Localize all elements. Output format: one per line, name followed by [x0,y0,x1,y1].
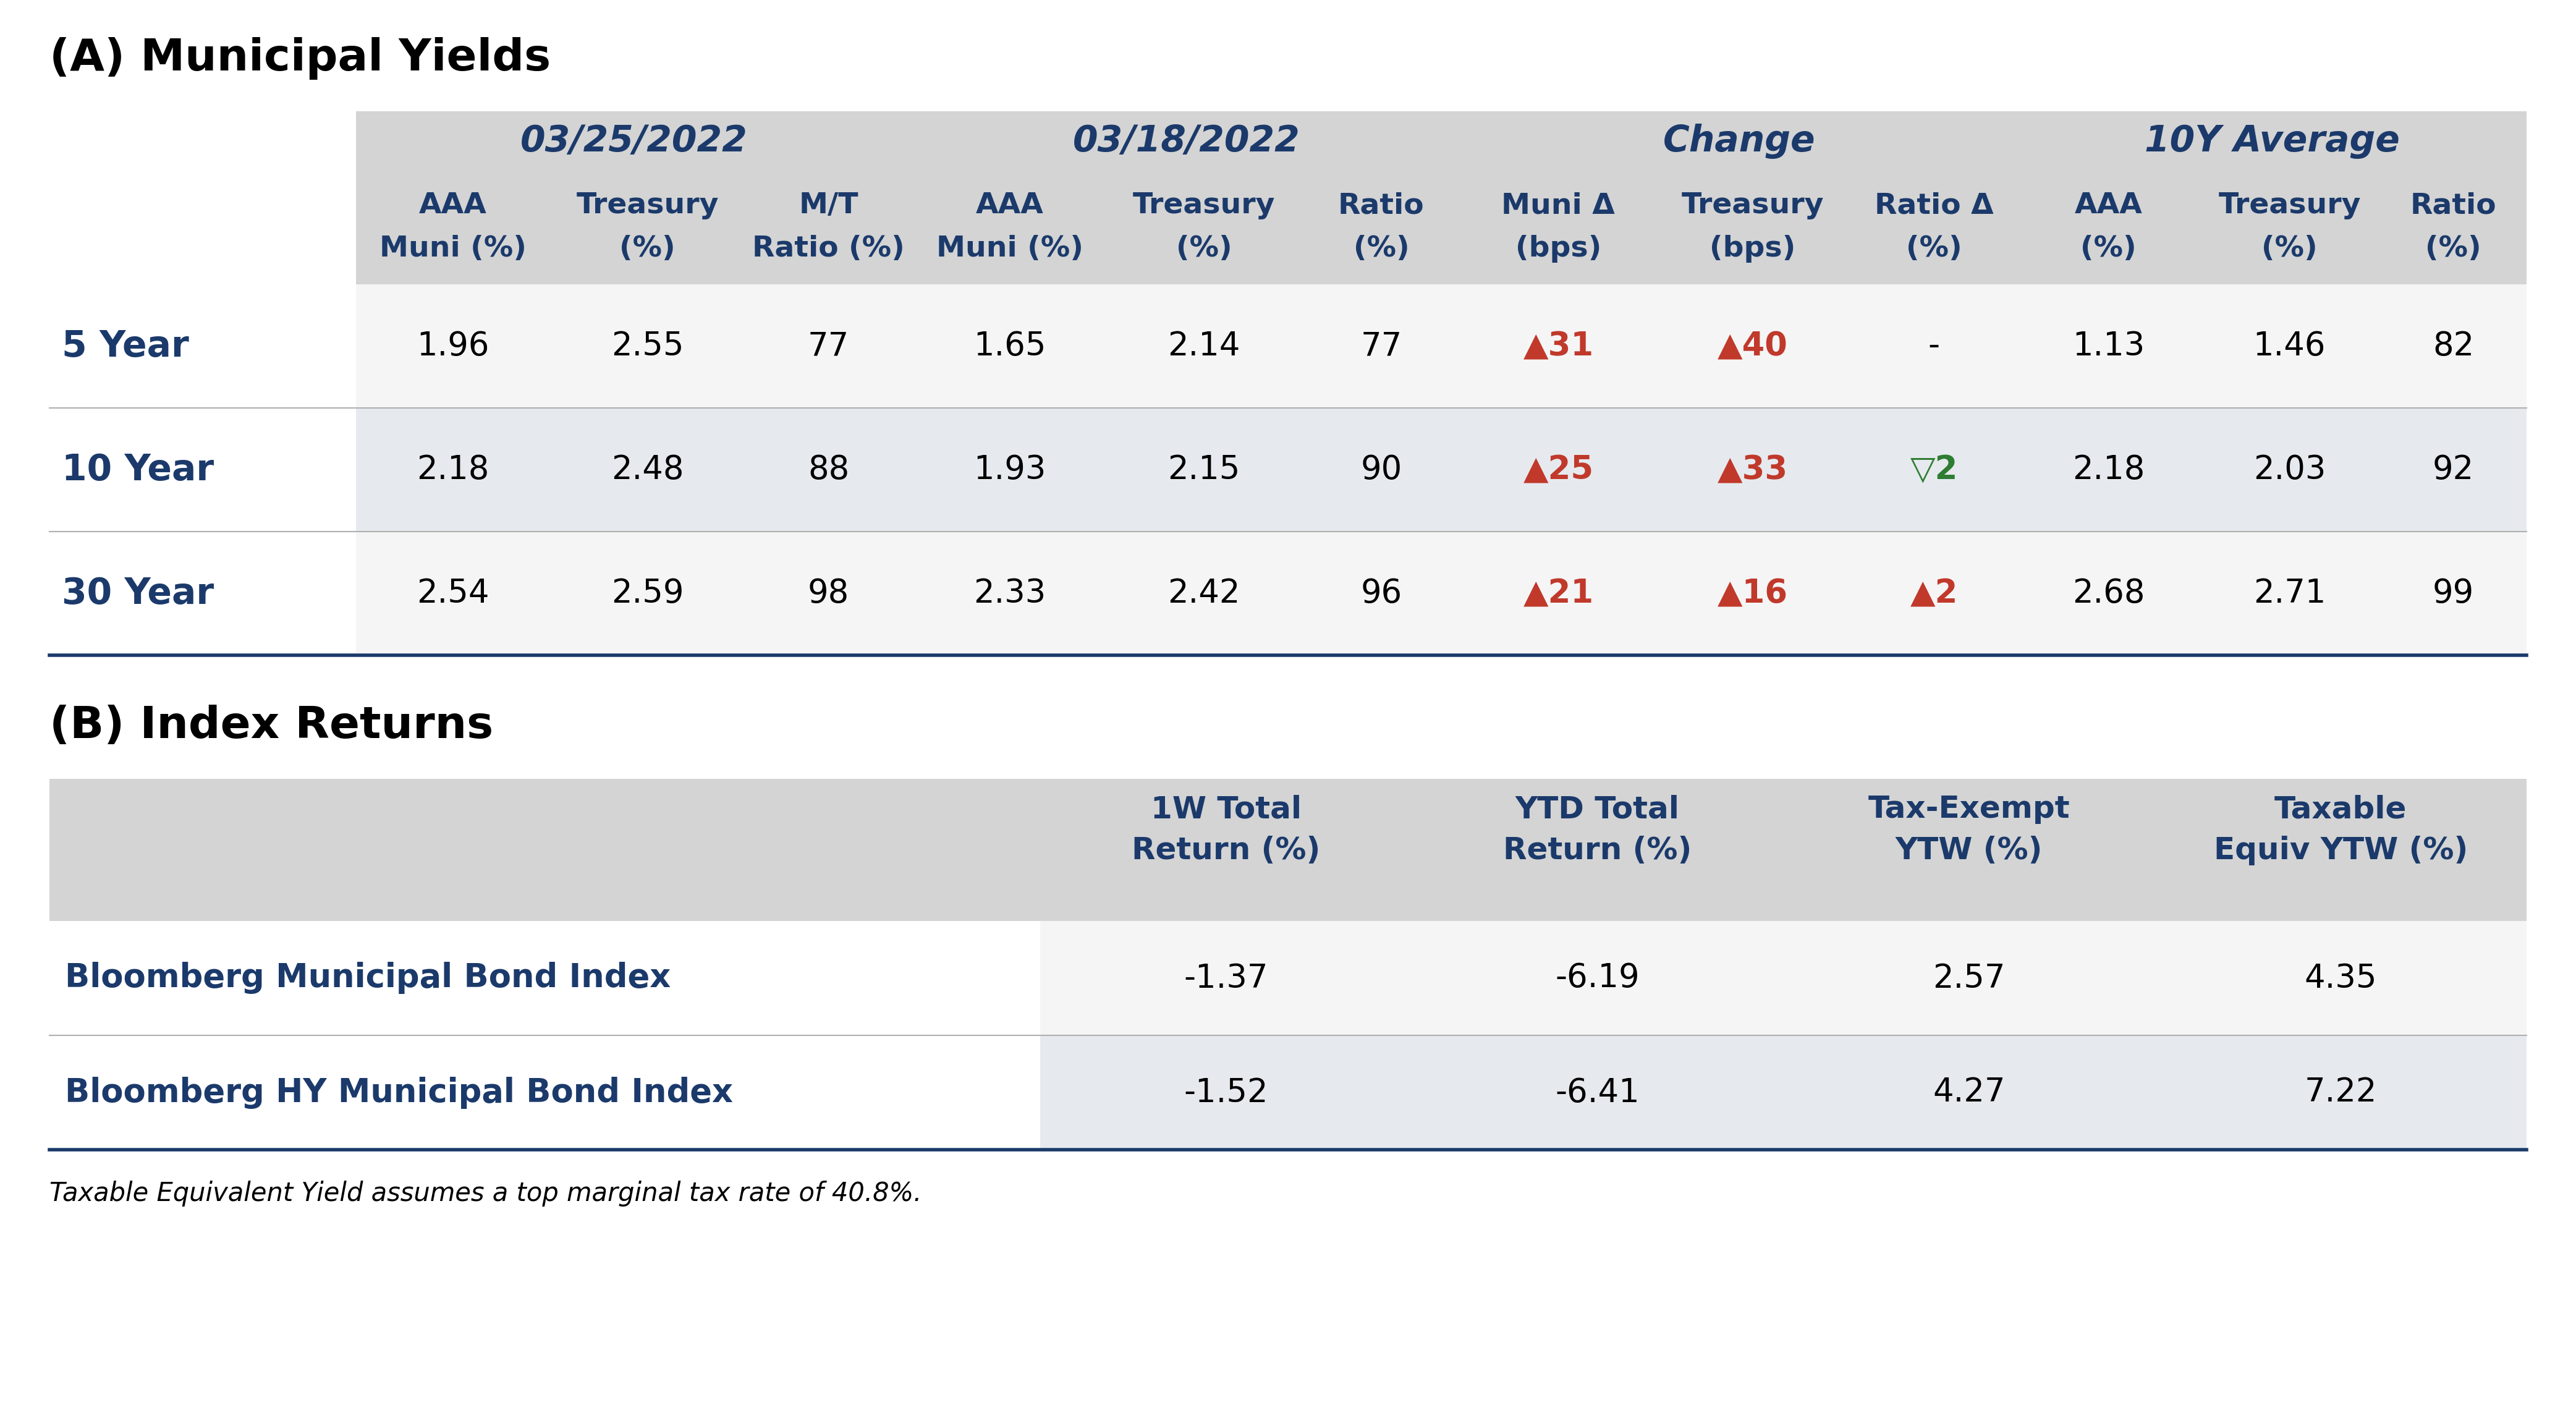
Text: ▲21: ▲21 [1522,578,1595,609]
Text: Muni Δ: Muni Δ [1502,191,1615,220]
Text: Tax-Exempt
YTW (%): Tax-Exempt YTW (%) [1868,794,2071,866]
Text: 10 Year: 10 Year [62,452,214,488]
Text: 2.14: 2.14 [1167,329,1242,362]
Text: 77: 77 [1360,329,1401,362]
Text: 2.18: 2.18 [2071,453,2146,486]
Text: Change: Change [1664,124,1816,158]
Text: 88: 88 [809,453,850,486]
Text: (%): (%) [2424,235,2481,262]
Text: 10Y Average: 10Y Average [2146,124,2401,158]
Text: 92: 92 [2432,453,2473,486]
Text: 30 Year: 30 Year [62,576,214,610]
Text: 4.35: 4.35 [2306,963,2378,994]
Text: (%): (%) [1906,235,1963,262]
Text: 5 Year: 5 Year [62,328,188,364]
Text: ▲16: ▲16 [1718,578,1788,609]
Text: (%): (%) [1352,235,1409,262]
Text: (A) Municipal Yields: (A) Municipal Yields [49,37,551,80]
Text: AAA: AAA [420,191,487,220]
Text: 03/18/2022: 03/18/2022 [1074,124,1301,158]
Text: AAA: AAA [2074,191,2143,220]
Text: 2.71: 2.71 [2254,578,2326,609]
Text: Muni (%): Muni (%) [379,235,526,262]
Text: Treasury: Treasury [1682,191,1824,220]
Text: 1.13: 1.13 [2071,329,2146,362]
Text: Treasury: Treasury [577,191,719,220]
Text: 1W Total
Return (%): 1W Total Return (%) [1131,794,1321,866]
Text: (%): (%) [1177,235,1231,262]
Text: (%): (%) [618,235,675,262]
Text: Taxable
Equiv YTW (%): Taxable Equiv YTW (%) [2213,794,2468,866]
Text: -6.19: -6.19 [1556,963,1641,994]
Text: 1.93: 1.93 [974,453,1046,486]
Text: 2.33: 2.33 [974,578,1046,609]
Text: 2.48: 2.48 [611,453,683,486]
Text: ▽2: ▽2 [1909,453,1958,486]
Text: (bps): (bps) [1515,235,1602,262]
Text: (B) Index Returns: (B) Index Returns [49,704,492,747]
Bar [49,779,2527,921]
Text: 2.18: 2.18 [417,453,489,486]
Text: -1.37: -1.37 [1185,963,1267,994]
Text: Muni (%): Muni (%) [935,235,1082,262]
Bar [355,532,2527,655]
Text: ▲2: ▲2 [1909,578,1958,609]
Text: 77: 77 [809,329,850,362]
Text: 2.15: 2.15 [1167,453,1242,486]
Bar [1041,1035,2527,1149]
Text: 2.68: 2.68 [2071,578,2146,609]
Text: 2.03: 2.03 [2254,453,2326,486]
Text: Ratio (%): Ratio (%) [752,235,904,262]
Text: 2.57: 2.57 [1932,963,2007,994]
Text: -6.41: -6.41 [1556,1077,1641,1108]
Text: 1.96: 1.96 [417,329,489,362]
Text: ▲25: ▲25 [1522,453,1595,486]
Text: 90: 90 [1360,453,1401,486]
Text: Ratio: Ratio [1337,191,1425,220]
Text: Bloomberg HY Municipal Bond Index: Bloomberg HY Municipal Bond Index [64,1077,734,1108]
Text: 4.27: 4.27 [1932,1077,2007,1108]
Text: 2.42: 2.42 [1167,578,1242,609]
Text: 2.55: 2.55 [611,329,683,362]
Text: ▲31: ▲31 [1522,329,1595,362]
Text: -1.52: -1.52 [1185,1077,1267,1108]
Text: AAA: AAA [976,191,1043,220]
Bar [355,284,2527,408]
Text: ▲33: ▲33 [1718,453,1788,486]
Text: 2.54: 2.54 [417,578,489,609]
Text: 82: 82 [2432,329,2473,362]
Bar [355,111,2527,284]
Text: (%): (%) [2262,235,2318,262]
Text: -: - [1927,329,1940,362]
Bar [355,408,2527,532]
Text: 96: 96 [1360,578,1401,609]
Text: (bps): (bps) [1710,235,1795,262]
Text: 98: 98 [809,578,850,609]
Text: 1.65: 1.65 [974,329,1046,362]
Text: M/T: M/T [799,191,858,220]
Text: Treasury: Treasury [2218,191,2360,220]
Text: ▲40: ▲40 [1718,329,1788,362]
Text: 2.59: 2.59 [611,578,683,609]
Text: 7.22: 7.22 [2306,1077,2378,1108]
Text: Taxable Equivalent Yield assumes a top marginal tax rate of 40.8%.: Taxable Equivalent Yield assumes a top m… [49,1181,922,1206]
Text: Treasury: Treasury [1133,191,1275,220]
Text: 03/25/2022: 03/25/2022 [520,124,747,158]
Text: (%): (%) [2081,235,2136,262]
Text: YTD Total
Return (%): YTD Total Return (%) [1504,794,1692,866]
Text: 99: 99 [2432,578,2473,609]
Text: Bloomberg Municipal Bond Index: Bloomberg Municipal Bond Index [64,963,670,994]
Text: Ratio Δ: Ratio Δ [1875,191,1994,220]
Bar [1041,921,2527,1035]
Text: Ratio: Ratio [2411,191,2496,220]
Text: 1.46: 1.46 [2254,329,2326,362]
